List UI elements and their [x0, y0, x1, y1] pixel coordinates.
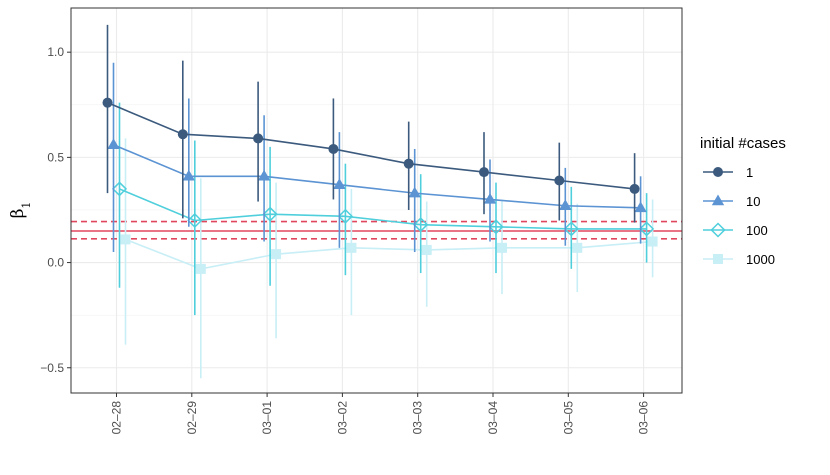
data-point: [257, 169, 271, 181]
data-point: [346, 242, 357, 253]
data-point: [497, 242, 507, 253]
y-tick-label: 0.0: [47, 256, 64, 270]
legend-item-1000: 1000: [703, 252, 775, 267]
x-tick-label: 03–04: [486, 401, 500, 435]
x-tick-label: 03–03: [411, 401, 425, 435]
legend: initial #cases 1 10 100 1000: [700, 135, 786, 267]
series-1: [102, 24, 640, 223]
legend-label: 100: [746, 223, 768, 238]
series-100: [111, 102, 655, 316]
data-point: [271, 249, 282, 260]
x-tick-label: 03–01: [260, 401, 274, 435]
legend-key-marker: [713, 167, 723, 177]
data-point: [120, 234, 131, 245]
data-point: [333, 178, 346, 189]
y-tick-label: 0.5: [47, 150, 64, 164]
data-point: [182, 169, 195, 181]
data-point: [177, 129, 188, 140]
data-point: [403, 158, 414, 169]
legend-item-100: 100: [703, 222, 768, 238]
x-tick-label: 02–28: [110, 401, 124, 435]
data-point: [554, 175, 565, 186]
data-point: [563, 221, 579, 237]
data-point: [572, 242, 583, 253]
legend-item-10: 10: [703, 194, 760, 209]
legend-key-marker: [711, 194, 725, 206]
x-tick-label: 03–06: [637, 401, 651, 435]
data-point: [479, 167, 489, 178]
x-tick-label: 02–29: [185, 401, 199, 435]
y-axis: −0.5 0.0 0.5 1.0: [40, 45, 71, 375]
y-tick-label: 1.0: [47, 45, 64, 59]
series-1000: [120, 138, 658, 379]
y-tick-label: −0.5: [40, 361, 64, 375]
data-point: [187, 212, 203, 229]
legend-key-marker: [710, 222, 726, 238]
legend-key-marker: [713, 254, 723, 264]
data-point: [647, 236, 658, 247]
data-point: [559, 199, 572, 210]
data-point: [195, 263, 206, 274]
series-10: [107, 62, 647, 253]
data-point: [488, 219, 504, 235]
x-axis: 02–28 02–29 03–01 03–02 03–03 03–04 03–05 03–06: [110, 393, 651, 434]
data-point: [328, 143, 339, 154]
series-line: [107, 101, 635, 190]
data-point: [253, 133, 264, 144]
series-line: [125, 238, 653, 270]
x-tick-label: 03–02: [335, 401, 349, 435]
y-axis-label-main: β: [8, 209, 28, 219]
y-axis-label: β1: [8, 202, 33, 219]
series-layer: [102, 24, 658, 379]
y-axis-label-subscript: 1: [20, 202, 33, 209]
plot-border: [70, 7, 683, 394]
data-point: [102, 97, 113, 108]
reference-lines: [71, 220, 682, 240]
legend-label: 1000: [746, 252, 775, 267]
x-tick-label: 03–05: [561, 401, 575, 435]
data-point: [262, 206, 278, 222]
data-point: [639, 221, 655, 237]
series-line: [119, 188, 647, 230]
legend-item-1: 1: [703, 165, 753, 180]
data-point: [107, 138, 120, 149]
plot-panel: [71, 8, 682, 393]
data-point: [483, 192, 497, 204]
data-point: [111, 181, 128, 197]
data-point: [337, 208, 353, 224]
series-line: [113, 144, 641, 209]
data-point: [629, 183, 640, 194]
data-point: [408, 186, 421, 198]
legend-label: 10: [746, 194, 760, 209]
data-point: [421, 244, 432, 255]
legend-title: initial #cases: [700, 135, 786, 152]
data-point: [413, 217, 429, 233]
data-point: [634, 201, 647, 213]
legend-label: 1: [746, 165, 753, 180]
